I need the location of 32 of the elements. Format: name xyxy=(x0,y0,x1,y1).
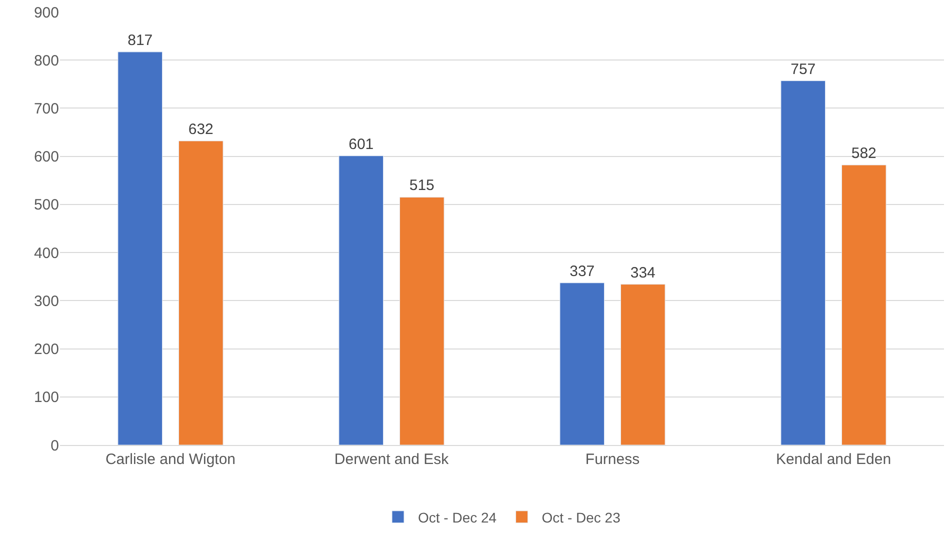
bar xyxy=(560,282,605,445)
bar xyxy=(841,164,886,445)
data-label: 757 xyxy=(790,60,816,78)
y-tick-label: 500 xyxy=(34,196,59,214)
legend-label: Oct - Dec 24 xyxy=(418,509,497,526)
data-label: 334 xyxy=(630,264,656,282)
y-tick-label: 0 xyxy=(50,437,59,454)
y-tick-label: 400 xyxy=(34,244,59,262)
y-tick-label: 300 xyxy=(34,292,59,310)
y-tick-label: 800 xyxy=(34,52,59,70)
y-tick-label: 700 xyxy=(34,100,59,118)
x-tick-label: Carlisle and Wigton xyxy=(105,451,236,468)
bar xyxy=(620,284,666,445)
bar xyxy=(118,52,163,445)
data-label: 337 xyxy=(570,262,595,280)
bar xyxy=(780,80,826,445)
x-tick-label: Derwent and Esk xyxy=(334,451,450,468)
x-tick-label: Kendal and Eden xyxy=(776,451,892,468)
data-label: 817 xyxy=(128,32,153,49)
bar xyxy=(178,140,224,445)
y-tick-label: 100 xyxy=(34,389,59,406)
y-tick-label: 200 xyxy=(34,341,59,358)
bar xyxy=(338,156,384,445)
data-label: 601 xyxy=(348,136,374,153)
data-label: 582 xyxy=(851,144,876,162)
y-tick-label: 600 xyxy=(34,148,59,166)
x-tick-label: Furness xyxy=(585,451,640,468)
data-label: 632 xyxy=(188,120,214,138)
bar xyxy=(399,196,444,445)
y-tick-label: 900 xyxy=(34,4,59,22)
data-label: 515 xyxy=(409,177,434,194)
legend-label: Oct - Dec 23 xyxy=(542,509,621,526)
